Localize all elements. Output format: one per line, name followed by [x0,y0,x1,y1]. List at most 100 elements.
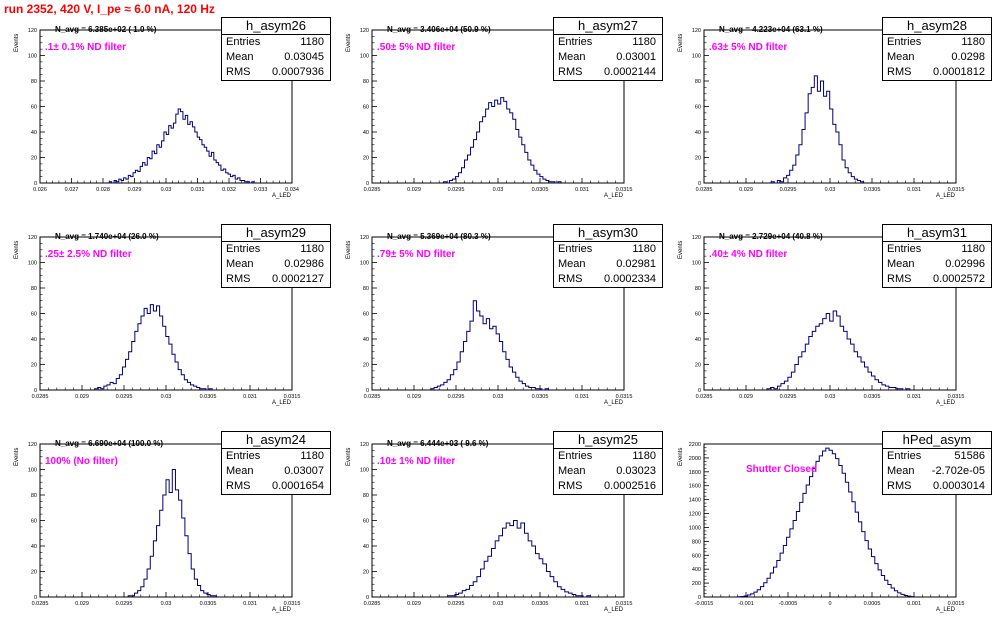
x-tick-label: 0.0305 [864,394,881,400]
stats-key: Mean [558,51,586,63]
stats-value: 0.03007 [284,465,324,477]
stats-row-mean: Mean 0.02981 [554,257,662,272]
y-axis-label: Events [346,33,352,52]
navg-label: N_avg = 6.690e+04 (100.0 %) [55,439,164,448]
y-tick-label: 100 [360,54,369,60]
stats-box: h_asym28 Entries 1180 Mean 0.0298 RMS 0.000181… [882,17,992,81]
stats-key: Entries [226,243,261,255]
histogram-series [770,75,865,184]
stats-row-mean: Mean -2.702e-05 [883,464,991,479]
x-tick-label: 0.0005 [864,601,881,607]
stats-value: 0.0002127 [272,273,324,285]
y-axis-label: Events [678,447,684,466]
x-tick-label: 0.0305 [532,187,549,193]
y-tick-label: 120 [28,442,37,448]
y-axis-label: Events [678,240,684,259]
x-tick-label: 0.03 [825,394,836,400]
y-tick-label: 0 [34,181,37,187]
histogram-series [737,447,915,598]
filter-label: .50± 5% ND filter [377,42,456,53]
stats-box: h_asym24 Entries 1180 Mean 0.03007 RMS 0.00016… [221,431,331,495]
filter-label: 100% (No filter) [45,456,118,467]
y-tick-label: 2000 [689,456,701,462]
y-tick-label: 0 [698,595,701,601]
stats-box: h_asym25 Entries 1180 Mean 0.03023 RMS 0.00025… [553,431,663,495]
y-tick-label: 80 [363,493,369,499]
x-axis-label: A_LED [272,400,292,406]
histogram-plot: 0.0285 0.029 0.0295 0.03 0.0305 0.031 0.0315 0 2… [28,235,301,400]
y-tick-label: 60 [31,312,37,318]
histogram-plot: 0.0285 0.029 0.0295 0.03 0.0305 0.031 0.0315 0 2… [360,442,633,607]
stats-row-rms: RMS 0.0002334 [554,272,662,287]
filter-label: Shutter Closed [746,464,818,475]
y-tick-label: 120 [692,28,701,34]
stats-title: h_asym25 [554,432,662,449]
histogram-plot: 0.0285 0.029 0.0295 0.03 0.0305 0.031 0.0315 0 2… [692,235,965,400]
y-tick-label: 20 [363,156,369,162]
x-tick-label: 0.034 [285,187,299,193]
stats-key: Entries [887,36,922,48]
y-tick-label: 80 [31,79,37,85]
stats-box: h_asym29 Entries 1180 Mean 0.02986 RMS 0.00021… [221,224,331,288]
x-tick-label: 0.028 [96,187,110,193]
stats-row-mean: Mean 0.02996 [883,257,991,272]
stats-value: -2.702e-05 [931,465,985,477]
navg-label: N_avg = 4.223e+04 (63.1 %) [719,25,823,34]
navg-label: N_avg = 6.444e+03 ( 9.6 %) [387,439,489,448]
x-tick-label: 0.027 [65,187,79,193]
stats-key: RMS [226,273,251,285]
y-tick-label: 60 [31,519,37,525]
y-tick-label: 0 [366,595,369,601]
x-tick-label: 0.0285 [364,601,381,607]
y-tick-label: 120 [360,442,369,448]
y-tick-label: 20 [363,363,369,369]
histogram-panel-hPed_asym: -0.0015 -0.001 -0.0005 0 0.0005 0.001 0.0015 0 2… [664,414,996,621]
stats-key: Entries [887,450,922,462]
stats-key: Entries [558,243,593,255]
stats-title: h_asym31 [883,225,991,242]
histogram-plot: 0.0285 0.029 0.0295 0.03 0.0305 0.031 0.0315 0 2… [28,442,301,607]
y-tick-label: 100 [28,54,37,60]
x-tick-label: 0.03 [825,187,836,193]
x-tick-label: 0.0305 [532,601,549,607]
stats-value: 0.0002516 [604,480,656,492]
y-tick-label: 20 [695,156,701,162]
run-title: run 2352, 420 V, I_pe ≈ 6.0 nA, 120 Hz [4,2,215,16]
x-tick-label: 0.0305 [864,187,881,193]
stats-value: 1180 [961,243,985,255]
stats-value: 0.02981 [616,258,656,270]
y-tick-label: 60 [31,105,37,111]
x-axis-label: A_LED [604,607,624,613]
stats-row-entries: Entries 1180 [883,35,991,50]
y-tick-label: 0 [34,388,37,394]
navg-label: N_avg = 1.740e+04 (26.0 %) [55,232,159,241]
stats-row-entries: Entries 51586 [883,449,991,464]
stats-key: RMS [226,66,251,78]
x-tick-label: 0.0285 [696,394,713,400]
x-tick-label: 0.03 [493,394,504,400]
histogram-plot: 0.0285 0.029 0.0295 0.03 0.0305 0.031 0.0315 0 2… [360,28,633,193]
y-tick-label: 40 [363,130,369,136]
stats-row-rms: RMS 0.0001812 [883,65,991,80]
y-tick-label: 100 [28,468,37,474]
y-tick-label: 60 [695,105,701,111]
stats-value: 1180 [632,36,656,48]
x-axis-label: A_LED [272,193,292,199]
x-tick-label: -0.001 [738,601,754,607]
x-tick-label: 0.029 [739,394,753,400]
x-tick-label: 0.029 [407,187,421,193]
x-tick-label: 0.03 [161,601,172,607]
y-tick-label: 80 [695,286,701,292]
histogram-series [94,304,213,391]
x-axis-label: A_LED [272,607,292,613]
x-tick-label: 0.0295 [448,187,465,193]
x-tick-label: 0.0285 [32,394,49,400]
filter-label: .10± 1% ND filter [377,456,456,467]
y-tick-label: 100 [692,54,701,60]
stats-key: Mean [226,51,254,63]
y-tick-label: 80 [363,286,369,292]
stats-value: 1180 [632,450,656,462]
stats-box: h_asym27 Entries 1180 Mean 0.03001 RMS 0.00021… [553,17,663,81]
x-tick-label: 0.031 [907,394,921,400]
stats-title: h_asym29 [222,225,330,242]
